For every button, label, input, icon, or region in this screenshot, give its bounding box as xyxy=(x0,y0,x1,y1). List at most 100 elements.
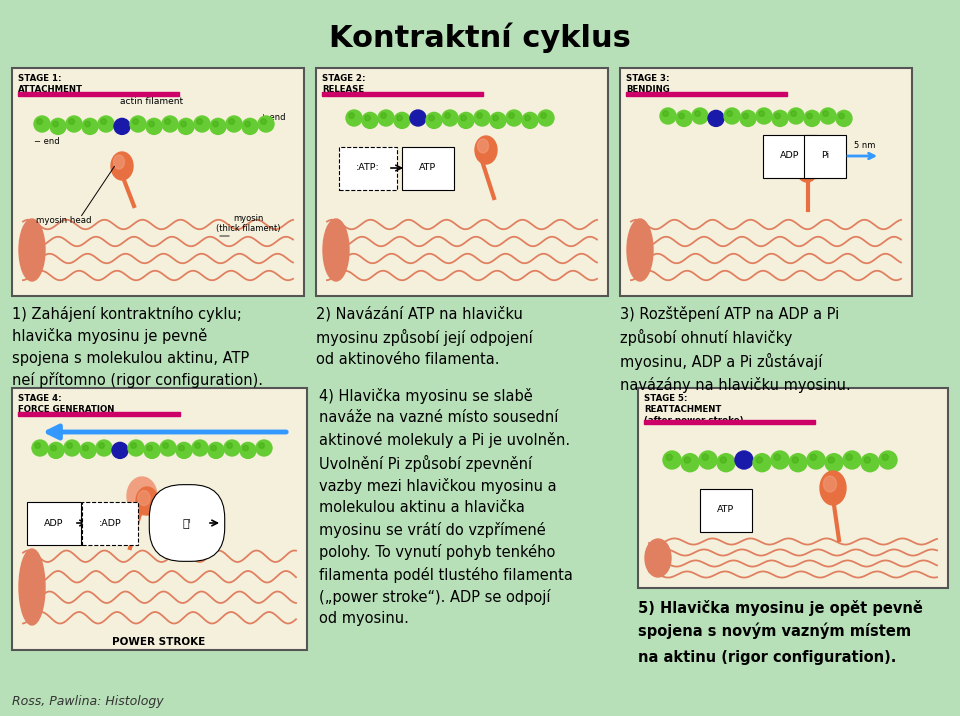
Ellipse shape xyxy=(666,454,672,460)
Ellipse shape xyxy=(820,471,846,505)
Ellipse shape xyxy=(772,110,788,127)
Ellipse shape xyxy=(132,119,138,125)
Ellipse shape xyxy=(828,457,834,463)
Ellipse shape xyxy=(756,457,762,463)
Ellipse shape xyxy=(259,442,264,448)
Ellipse shape xyxy=(788,108,804,124)
Ellipse shape xyxy=(771,451,789,469)
Ellipse shape xyxy=(836,110,852,127)
Text: ATP: ATP xyxy=(717,505,734,515)
Ellipse shape xyxy=(724,108,740,124)
Ellipse shape xyxy=(165,119,171,125)
Ellipse shape xyxy=(756,108,772,124)
Ellipse shape xyxy=(426,112,442,128)
FancyBboxPatch shape xyxy=(316,68,608,296)
Ellipse shape xyxy=(112,442,128,458)
Ellipse shape xyxy=(178,118,194,135)
Bar xyxy=(18,92,179,96)
Ellipse shape xyxy=(84,121,90,127)
Ellipse shape xyxy=(261,119,267,125)
Ellipse shape xyxy=(792,457,799,463)
Ellipse shape xyxy=(192,440,208,456)
Ellipse shape xyxy=(461,115,467,121)
Text: STAGE 4:
FORCE GENERATION: STAGE 4: FORCE GENERATION xyxy=(18,394,114,414)
FancyBboxPatch shape xyxy=(12,68,304,296)
Text: :ADP: :ADP xyxy=(99,518,121,528)
Ellipse shape xyxy=(179,445,184,451)
Bar xyxy=(644,420,814,424)
Text: 5 nm: 5 nm xyxy=(854,141,876,150)
FancyBboxPatch shape xyxy=(620,68,912,296)
Ellipse shape xyxy=(789,454,807,472)
Ellipse shape xyxy=(243,445,249,451)
Ellipse shape xyxy=(96,440,112,456)
Ellipse shape xyxy=(50,118,66,135)
Ellipse shape xyxy=(113,155,125,169)
Ellipse shape xyxy=(477,139,489,153)
Ellipse shape xyxy=(163,442,168,448)
Text: 4) Hlavička myosinu se slabě
naváže na vazné místo sousední
aktinové molekuly a : 4) Hlavička myosinu se slabě naváže na v… xyxy=(319,388,573,626)
Ellipse shape xyxy=(213,121,219,127)
Ellipse shape xyxy=(692,108,708,124)
Ellipse shape xyxy=(804,110,820,127)
Text: actin filament: actin filament xyxy=(120,97,183,106)
Ellipse shape xyxy=(34,116,50,132)
Text: 2) Navázání ATP na hlavičku
myosinu způsobí její odpojení
od aktinového filament: 2) Navázání ATP na hlavičku myosinu způs… xyxy=(316,306,533,367)
Ellipse shape xyxy=(743,113,749,119)
Ellipse shape xyxy=(256,440,272,456)
Ellipse shape xyxy=(662,111,668,117)
Ellipse shape xyxy=(825,454,843,472)
Ellipse shape xyxy=(226,116,242,132)
Ellipse shape xyxy=(51,445,57,451)
Ellipse shape xyxy=(490,112,506,128)
Ellipse shape xyxy=(195,442,201,448)
Ellipse shape xyxy=(717,454,735,472)
Text: Ⓟᴵ: Ⓟᴵ xyxy=(182,518,191,528)
Text: − end: − end xyxy=(34,137,60,146)
Ellipse shape xyxy=(492,115,498,121)
Text: STAGE 2:
RELEASE: STAGE 2: RELEASE xyxy=(322,74,366,94)
Ellipse shape xyxy=(258,116,274,132)
Ellipse shape xyxy=(645,539,671,577)
Ellipse shape xyxy=(227,442,232,448)
Text: :ATP:: :ATP: xyxy=(356,163,380,173)
Ellipse shape xyxy=(69,119,74,125)
Ellipse shape xyxy=(180,121,186,127)
Ellipse shape xyxy=(823,111,828,117)
Ellipse shape xyxy=(19,219,45,281)
Bar xyxy=(322,92,483,96)
Ellipse shape xyxy=(699,451,717,469)
Ellipse shape xyxy=(753,454,771,472)
FancyBboxPatch shape xyxy=(12,388,307,650)
Text: STAGE 3:
BENDING: STAGE 3: BENDING xyxy=(626,74,670,94)
Ellipse shape xyxy=(679,113,684,119)
Ellipse shape xyxy=(53,121,59,127)
Text: myosin
(thick filament): myosin (thick filament) xyxy=(216,213,280,233)
Ellipse shape xyxy=(796,154,818,182)
Ellipse shape xyxy=(128,440,144,456)
Ellipse shape xyxy=(19,549,45,625)
Ellipse shape xyxy=(681,454,699,472)
Ellipse shape xyxy=(131,442,136,448)
Bar xyxy=(626,92,786,96)
FancyBboxPatch shape xyxy=(15,543,304,631)
Ellipse shape xyxy=(720,457,727,463)
Ellipse shape xyxy=(861,454,879,472)
Ellipse shape xyxy=(67,442,72,448)
Bar xyxy=(18,412,180,416)
Ellipse shape xyxy=(210,118,226,135)
Ellipse shape xyxy=(839,113,845,119)
Ellipse shape xyxy=(80,442,96,458)
Ellipse shape xyxy=(101,119,107,125)
Ellipse shape xyxy=(806,113,812,119)
Ellipse shape xyxy=(695,111,701,117)
Text: myosin head: myosin head xyxy=(36,216,92,225)
Text: Kontraktní cyklus: Kontraktní cyklus xyxy=(329,23,631,53)
Ellipse shape xyxy=(130,116,146,132)
Ellipse shape xyxy=(245,121,251,127)
Ellipse shape xyxy=(824,476,836,492)
Ellipse shape xyxy=(820,108,836,124)
Ellipse shape xyxy=(144,442,160,458)
Ellipse shape xyxy=(799,157,809,171)
Ellipse shape xyxy=(208,442,224,458)
